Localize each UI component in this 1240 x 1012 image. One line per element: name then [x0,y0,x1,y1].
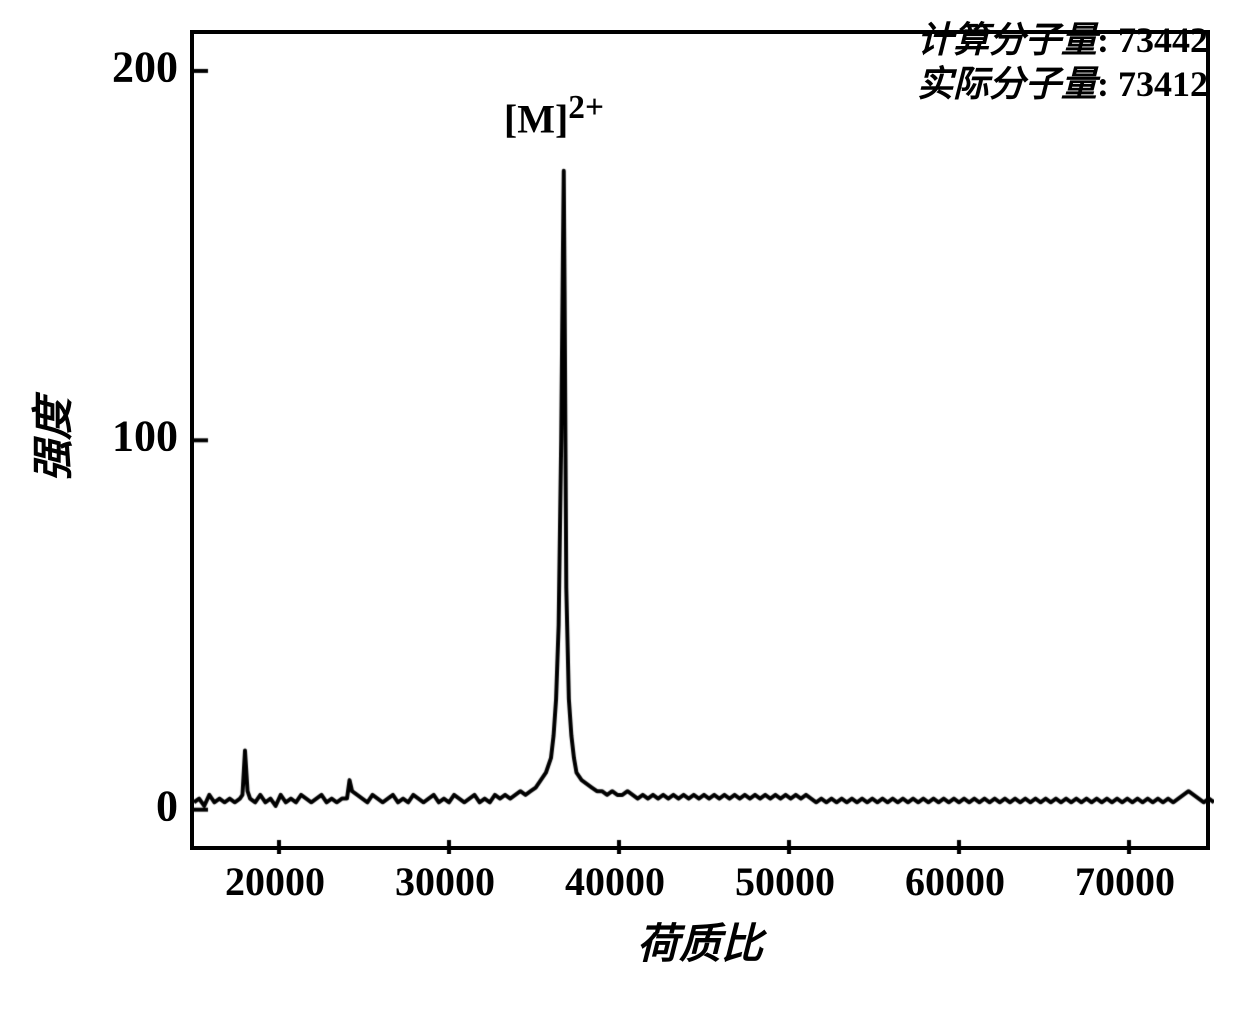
y-tick-label: 200 [112,41,178,92]
x-tick-label: 20000 [225,858,325,905]
mw-sep: : [1097,20,1118,60]
x-tick-label: 40000 [565,858,665,905]
x-axis-label: 荷质比 [637,910,763,971]
y-axis-label: 强度 [20,398,81,482]
molecular-weight-line: 计算分子量: 73442 [917,18,1208,62]
mw-value: 73442 [1118,20,1208,60]
y-tick-label: 0 [156,780,178,831]
x-tick-label: 60000 [905,858,1005,905]
x-tick-label: 50000 [735,858,835,905]
molecular-weight-line: 实际分子量: 73412 [917,62,1208,106]
plot-canvas [194,34,1214,854]
peak-annotation: [M]2+ [504,89,604,142]
x-tick-label: 70000 [1075,858,1175,905]
plot-area [190,30,1210,850]
mw-sep: : [1097,64,1118,104]
figure-root: 强度 荷质比 [M]2+ 计算分子量: 73442实际分子量: 73412 20… [0,0,1240,1012]
mw-key: 实际分子量 [917,64,1097,104]
molecular-weight-box: 计算分子量: 73442实际分子量: 73412 [917,18,1208,106]
mw-value: 73412 [1118,64,1208,104]
y-tick-label: 100 [112,411,178,462]
x-tick-label: 30000 [395,858,495,905]
mw-key: 计算分子量 [917,20,1097,60]
